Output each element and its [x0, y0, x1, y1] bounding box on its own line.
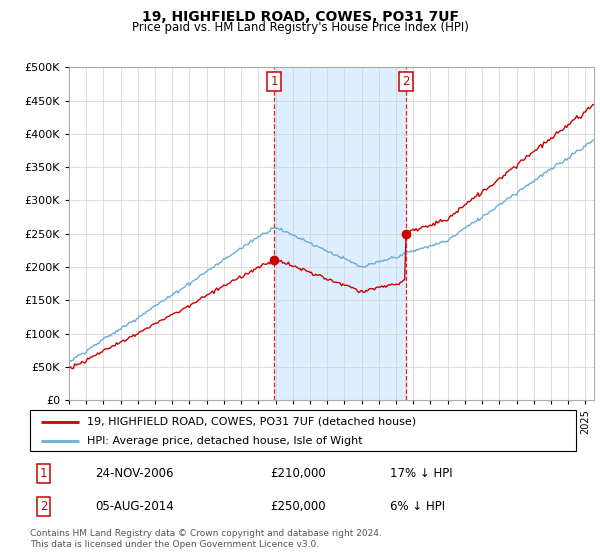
Text: £210,000: £210,000	[270, 467, 326, 480]
Text: 2: 2	[40, 500, 47, 513]
Text: Price paid vs. HM Land Registry's House Price Index (HPI): Price paid vs. HM Land Registry's House …	[131, 21, 469, 34]
Text: 1: 1	[40, 467, 47, 480]
Bar	[274, 67, 406, 400]
Text: 19, HIGHFIELD ROAD, COWES, PO31 7UF (detached house): 19, HIGHFIELD ROAD, COWES, PO31 7UF (det…	[88, 417, 416, 427]
Text: 1: 1	[271, 76, 278, 88]
Text: HPI: Average price, detached house, Isle of Wight: HPI: Average price, detached house, Isle…	[88, 436, 363, 446]
Text: 19, HIGHFIELD ROAD, COWES, PO31 7UF: 19, HIGHFIELD ROAD, COWES, PO31 7UF	[142, 10, 458, 24]
Text: 17% ↓ HPI: 17% ↓ HPI	[391, 467, 453, 480]
Text: 6% ↓ HPI: 6% ↓ HPI	[391, 500, 445, 513]
Text: £250,000: £250,000	[270, 500, 326, 513]
Text: 2: 2	[403, 76, 410, 88]
Text: 24-NOV-2006: 24-NOV-2006	[95, 467, 174, 480]
Text: 05-AUG-2014: 05-AUG-2014	[95, 500, 174, 513]
Text: Contains HM Land Registry data © Crown copyright and database right 2024.
This d: Contains HM Land Registry data © Crown c…	[30, 529, 382, 549]
